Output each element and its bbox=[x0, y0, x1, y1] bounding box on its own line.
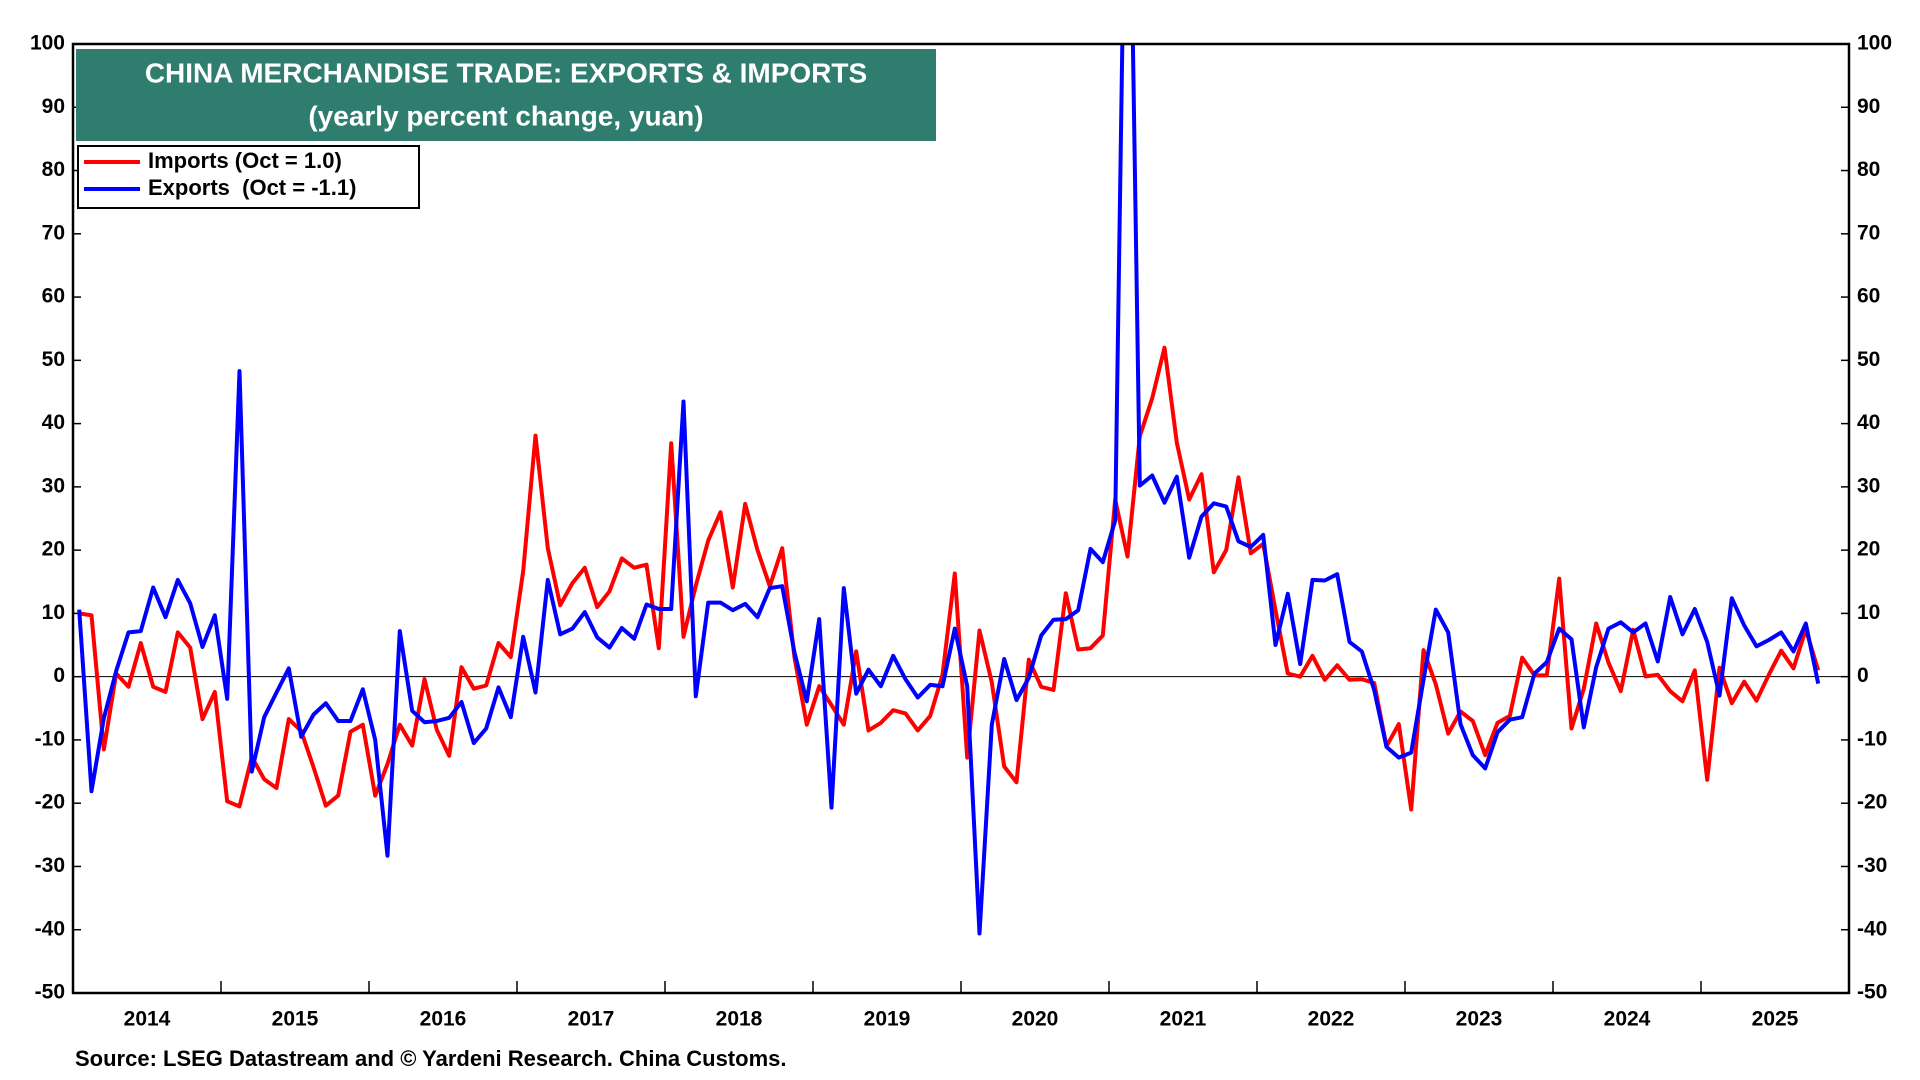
y-tick-label: 90 bbox=[42, 95, 65, 118]
y2-tick-label: 60 bbox=[1857, 285, 1880, 308]
y2-tick-label: 50 bbox=[1857, 348, 1880, 371]
x-tick-label: 2015 bbox=[272, 1008, 319, 1031]
y-tick-label: 40 bbox=[42, 411, 65, 434]
y2-tick-label: 70 bbox=[1857, 221, 1880, 244]
y-tick-label: -30 bbox=[35, 854, 65, 877]
y-tick-label: 80 bbox=[42, 158, 65, 181]
series-line bbox=[77, 44, 1821, 936]
y-tick-label: 10 bbox=[42, 601, 65, 624]
lines bbox=[77, 44, 1821, 936]
y2-tick-label: -10 bbox=[1857, 727, 1887, 750]
y2-tick-label: -40 bbox=[1857, 917, 1887, 940]
y-tick-label: -20 bbox=[35, 791, 65, 814]
y-tick-label: 30 bbox=[42, 474, 65, 497]
x-tick-label: 2020 bbox=[1012, 1008, 1059, 1031]
y-tick-label: -40 bbox=[35, 917, 65, 940]
y-tick-label: -50 bbox=[35, 981, 65, 1004]
y2-tick-label: 0 bbox=[1857, 664, 1869, 687]
series-line bbox=[78, 345, 1821, 812]
x-tick-label: 2018 bbox=[716, 1008, 763, 1031]
y-tick-label: 20 bbox=[42, 538, 65, 561]
y2-tick-label: 30 bbox=[1857, 474, 1880, 497]
y2-tick-label: 20 bbox=[1857, 538, 1880, 561]
y2-tick-label: 80 bbox=[1857, 158, 1880, 181]
y-tick-label: 0 bbox=[53, 664, 65, 687]
x-tick-label: 2025 bbox=[1752, 1008, 1799, 1031]
x-tick-label: 2016 bbox=[420, 1008, 467, 1031]
y-tick-label: -10 bbox=[35, 727, 65, 750]
x-tick-label: 2014 bbox=[124, 1008, 171, 1031]
y2-tick-label: 10 bbox=[1857, 601, 1880, 624]
x-tick-label: 2023 bbox=[1456, 1008, 1503, 1031]
y2-tick-label: -20 bbox=[1857, 791, 1887, 814]
chart-title: CHINA MERCHANDISE TRADE: EXPORTS & IMPOR… bbox=[145, 57, 867, 88]
chart-subtitle: (yearly percent change, yuan) bbox=[308, 100, 703, 131]
x-tick-label: 2021 bbox=[1160, 1008, 1207, 1031]
legend-label: Imports (Oct = 1.0) bbox=[148, 148, 342, 173]
x-tick-label: 2024 bbox=[1604, 1008, 1651, 1031]
y2-tick-label: -50 bbox=[1857, 981, 1887, 1004]
source-note: Source: LSEG Datastream and © Yardeni Re… bbox=[75, 1046, 786, 1071]
x-tick-label: 2017 bbox=[568, 1008, 615, 1031]
legend-label: Exports (Oct = -1.1) bbox=[148, 175, 356, 200]
y2-tick-label: -30 bbox=[1857, 854, 1887, 877]
x-tick-label: 2022 bbox=[1308, 1008, 1355, 1031]
x-tick-label: 2019 bbox=[864, 1008, 911, 1031]
plot-frame bbox=[71, 42, 1851, 995]
y2-tick-label: 90 bbox=[1857, 95, 1880, 118]
y2-tick-label: 100 bbox=[1857, 32, 1892, 55]
y-tick-label: 70 bbox=[42, 221, 65, 244]
y-tick-label: 60 bbox=[42, 285, 65, 308]
y-tick-label: 50 bbox=[42, 348, 65, 371]
y2-tick-label: 40 bbox=[1857, 411, 1880, 434]
title-box bbox=[76, 49, 936, 141]
y-tick-label: 100 bbox=[30, 32, 65, 55]
legend-box bbox=[77, 145, 420, 209]
